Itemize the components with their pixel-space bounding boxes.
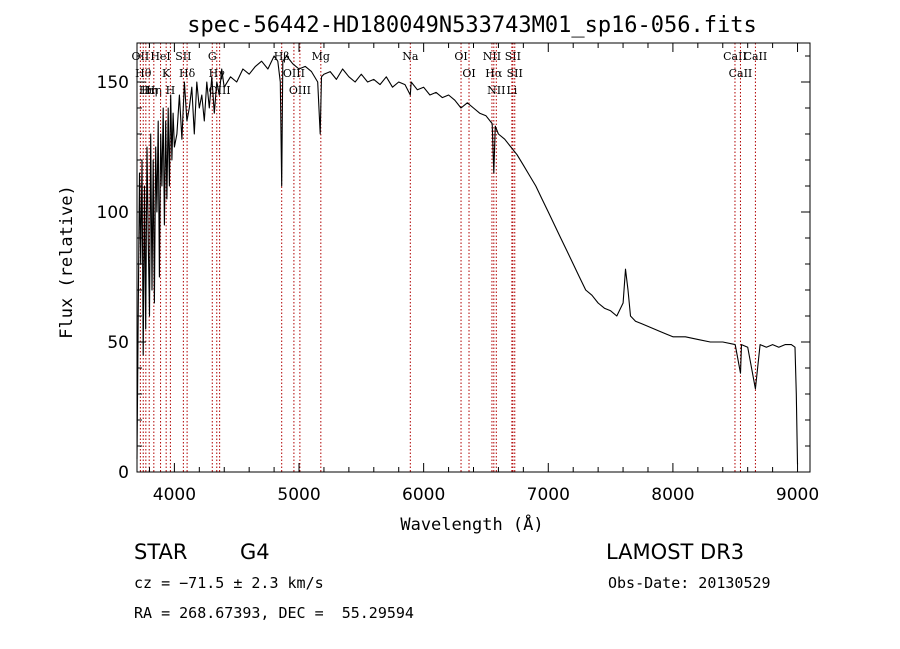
x-axis: 4000 5000 6000 7000 8000 9000 <box>148 43 819 505</box>
x-axis-label: Wavelength (Å) <box>400 513 543 535</box>
series-line-spectrum <box>136 55 799 465</box>
y-tick-label: 0 <box>118 463 129 483</box>
chart-title: spec-56442-HD180049N533743M01_sp16-056.f… <box>187 13 757 38</box>
line-marker-label: K <box>162 67 171 80</box>
line-marker-label: H <box>166 84 176 97</box>
x-tick-label: 8000 <box>651 485 694 505</box>
line-marker-label: CaII <box>729 67 753 80</box>
line-marker-label: NII <box>487 84 505 97</box>
y-axis-label: Flux (relative) <box>57 185 77 339</box>
y-tick-label: 100 <box>97 203 129 223</box>
line-marker-label: Mg <box>312 50 330 63</box>
series-group <box>136 55 799 465</box>
line-marker-label: OIII <box>283 67 305 80</box>
survey-name: LAMOST DR3 <box>606 540 745 564</box>
line-marker-label: SII <box>505 50 521 63</box>
x-tick-label: 4000 <box>153 485 196 505</box>
line-marker-label: Hι <box>139 84 153 97</box>
x-tick-label: 5000 <box>277 485 320 505</box>
line-marker-label: OIII <box>289 84 311 97</box>
y-tick-label: 150 <box>97 73 129 93</box>
y-tick-label: 50 <box>107 333 129 353</box>
line-marker-label: CaII <box>723 50 747 63</box>
line-marker-label: SII <box>175 50 191 63</box>
line-marker-label: Hη <box>141 84 157 97</box>
x-tick-label: 6000 <box>402 485 445 505</box>
line-markers: OIIHθHιHηHηHeIKHSIIHδGHγOIIIHβOIIIOIIIMg… <box>132 43 768 472</box>
line-marker-label: Hθ <box>135 67 152 80</box>
line-marker-label: G <box>208 50 217 63</box>
y-axis: 0 50 100 150 <box>97 55 810 483</box>
line-marker-label: CaII <box>744 50 768 63</box>
line-marker-label: OI <box>462 67 475 80</box>
line-marker-label: Hβ <box>274 50 290 63</box>
line-marker-label: Li <box>506 84 517 97</box>
object-subclass: G4 <box>240 540 270 564</box>
object-class: STAR <box>134 540 188 564</box>
redshift-text: cz = −71.5 ± 2.3 km/s <box>134 574 324 592</box>
obs-date: Obs-Date: 20130529 <box>608 574 771 592</box>
line-marker-label: HeI <box>150 50 170 63</box>
coordinates: RA = 268.67393, DEC = 55.29594 <box>134 604 414 622</box>
line-marker-label: Na <box>402 50 419 63</box>
line-marker-label: Hα <box>485 67 503 80</box>
x-tick-label: 9000 <box>776 485 819 505</box>
line-marker-label: NII <box>483 50 501 63</box>
line-marker-label: OI <box>454 50 467 63</box>
x-tick-label: 7000 <box>527 485 570 505</box>
line-marker-label: Hη <box>146 84 162 97</box>
line-marker-label: SII <box>507 67 523 80</box>
line-marker-label: Hδ <box>179 67 196 80</box>
